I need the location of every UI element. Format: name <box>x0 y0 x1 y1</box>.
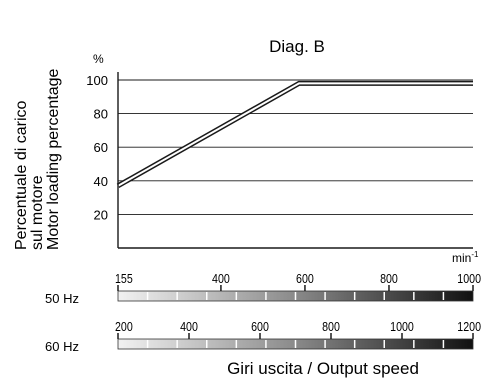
y-tick-label-40: 40 <box>94 174 108 189</box>
x-unit-sup: -1 <box>471 250 479 259</box>
y-tick-label-100: 100 <box>86 73 108 88</box>
y-axis-label-line-1: Percentuale di carico <box>13 100 30 250</box>
y-ticks: 20 40 60 80 100 <box>86 73 108 222</box>
chart-title: Diag. B <box>269 37 325 56</box>
grid <box>118 79 473 215</box>
scale-60hz: 60 Hz 200 400 600 800 1000 1200 <box>45 319 481 354</box>
scale-0-tick-label-400: 400 <box>212 271 230 286</box>
x-unit: min-1 <box>452 250 479 265</box>
y-axis-label-line-3: Motor loading percentage <box>45 68 62 250</box>
scale-50hz-label: 50 Hz <box>45 291 79 306</box>
x-axis-label: Giri uscita / Output speed <box>227 359 419 378</box>
series-line-outline <box>116 80 473 189</box>
series-line-inner <box>117 82 473 187</box>
scale-1-tick-label-600: 600 <box>251 319 269 334</box>
scale-0-tick-label-600: 600 <box>296 271 314 286</box>
y-tick-label-20: 20 <box>94 207 108 222</box>
series <box>116 80 473 189</box>
scale-1-tick-label-1200: 1200 <box>457 319 481 334</box>
scale-1-tick-label-200: 200 <box>115 319 133 334</box>
y-tick-label-80: 80 <box>94 107 108 122</box>
scale-1-tick-label-1000: 1000 <box>390 319 414 334</box>
scale-50hz: 50 Hz 155 400 600 800 1000 <box>45 271 481 306</box>
y-axis-label: Percentuale di carico sul motore Motor l… <box>13 68 62 250</box>
x-unit-base: min <box>452 251 471 265</box>
y-axis-label-line-2: sul motore <box>29 175 46 250</box>
scale-0-tick-label-800: 800 <box>380 271 398 286</box>
y-tick-label-60: 60 <box>94 140 108 155</box>
scale-1-tick-label-800: 800 <box>322 319 340 334</box>
scale-60hz-label: 60 Hz <box>45 339 79 354</box>
y-unit: % <box>93 52 104 66</box>
scale-1-tick-label-400: 400 <box>180 319 198 334</box>
scale-0-tick-label-155: 155 <box>115 271 133 286</box>
scale-0-tick-label-1000: 1000 <box>457 271 481 286</box>
